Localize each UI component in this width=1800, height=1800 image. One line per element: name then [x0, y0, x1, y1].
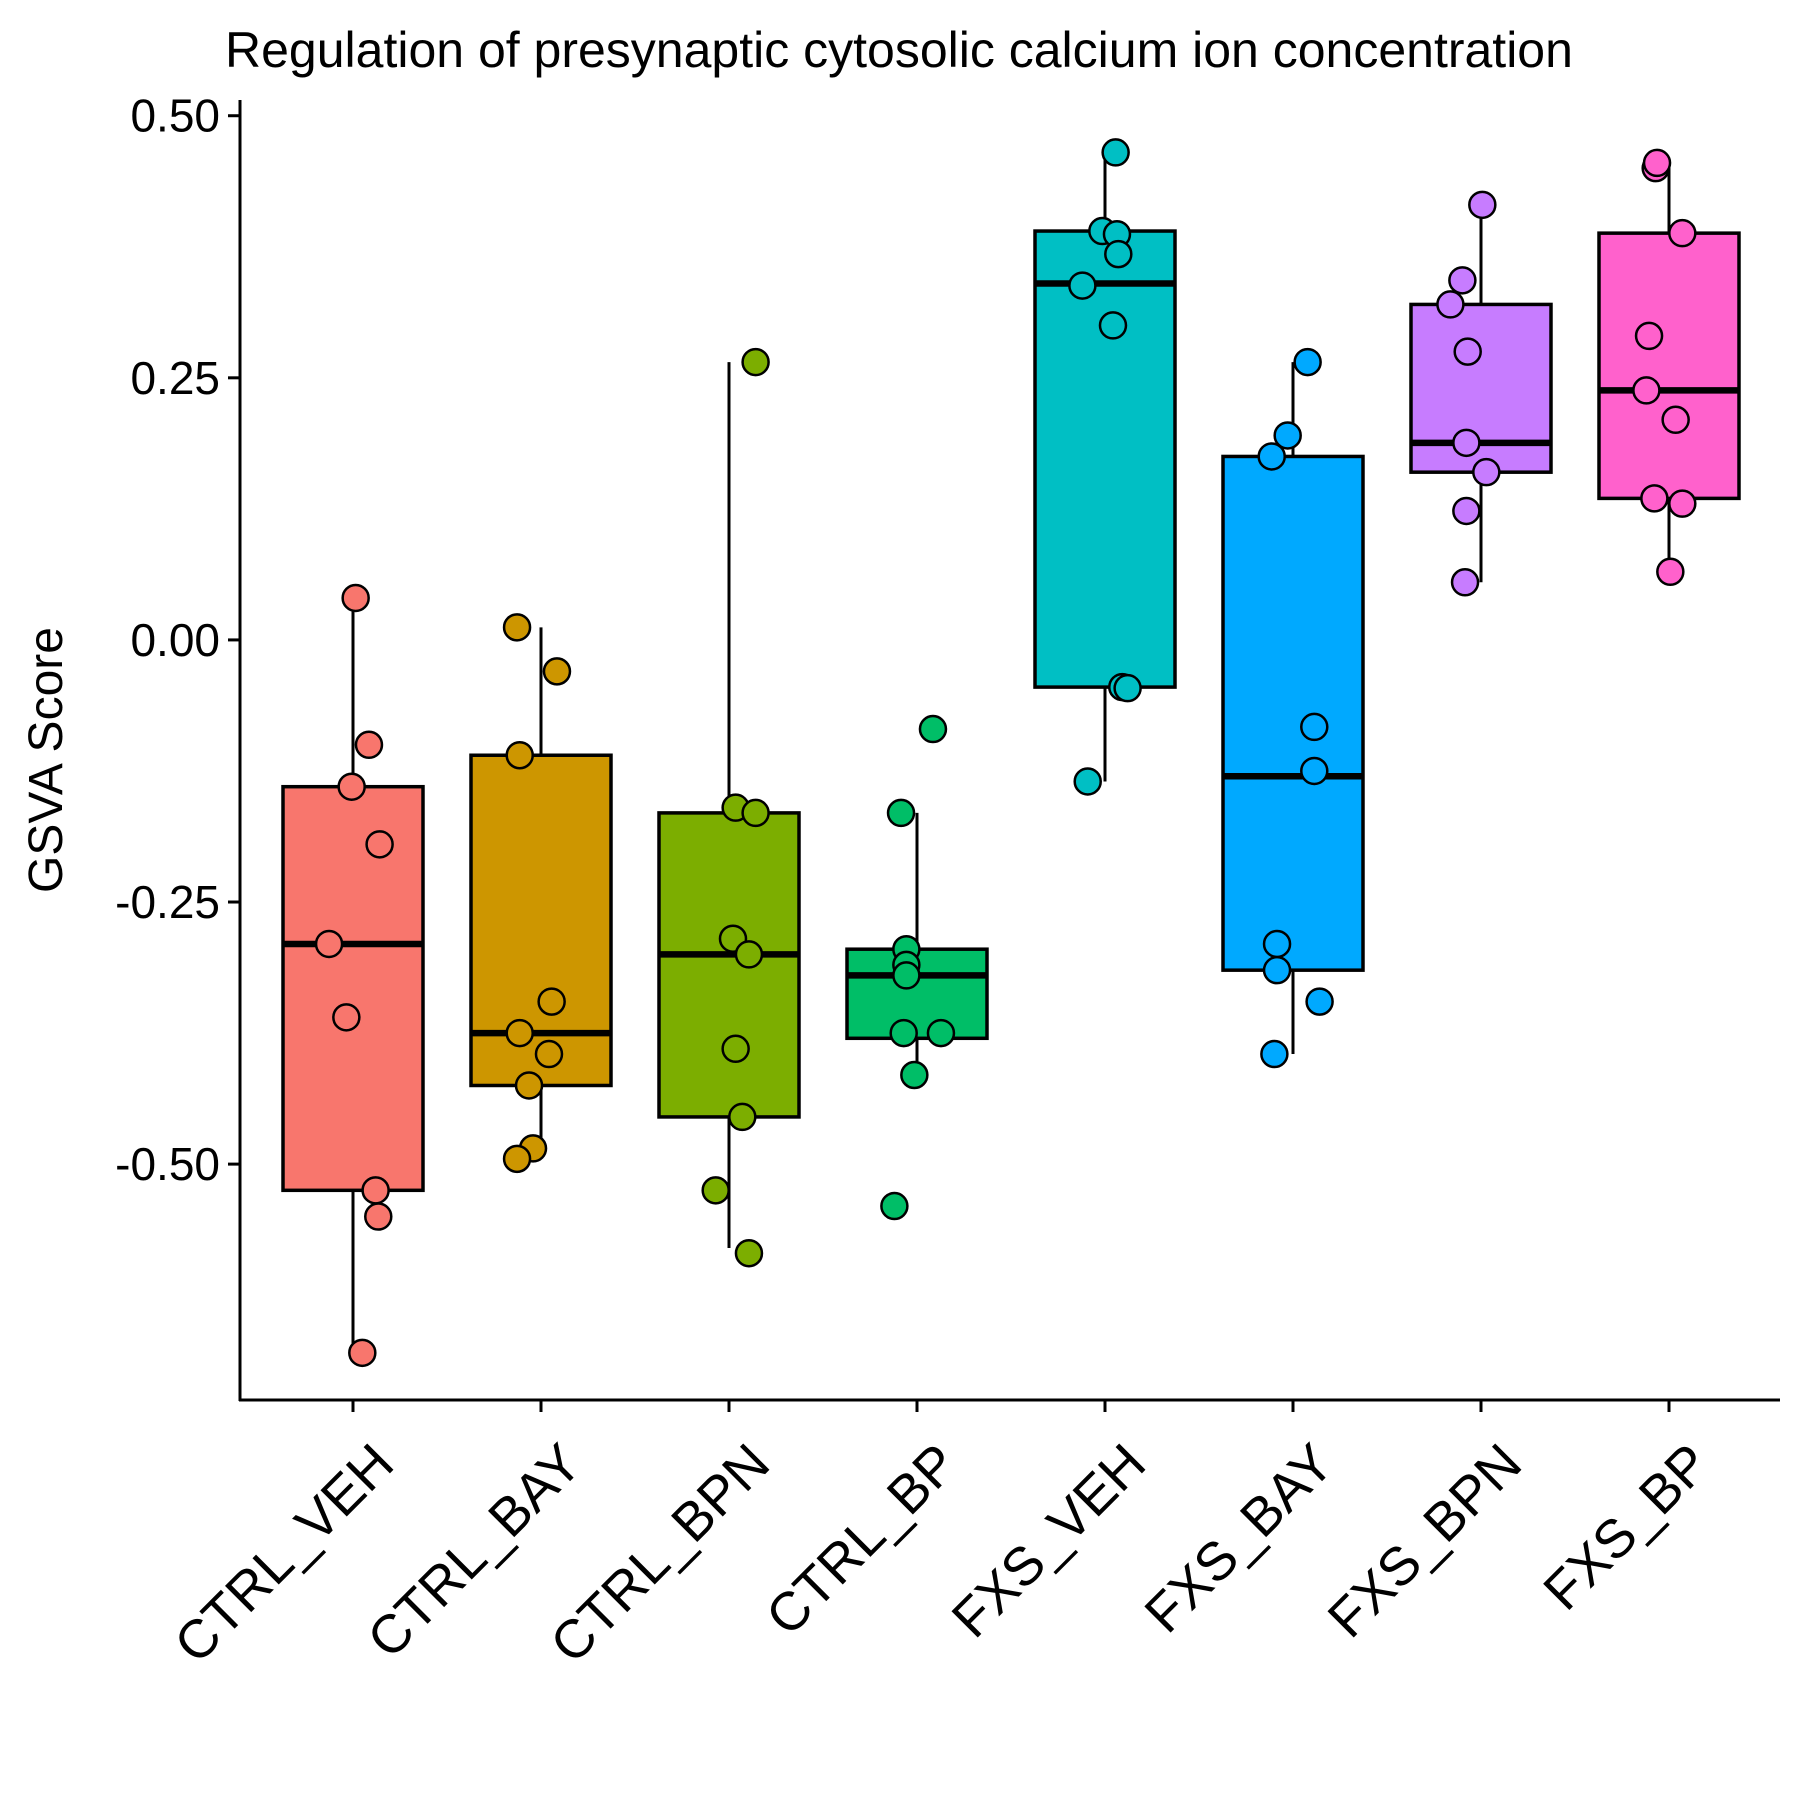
y-tick-label: 0.50	[130, 90, 220, 142]
data-point	[741, 798, 770, 828]
data-point	[1668, 489, 1697, 518]
data-point	[1640, 484, 1669, 513]
chart-title: Regulation of presynaptic cytosolic calc…	[225, 22, 1573, 78]
data-point	[361, 1176, 390, 1205]
data-point	[537, 987, 566, 1016]
data-point	[505, 1018, 534, 1048]
data-point	[1260, 1039, 1289, 1069]
data-point	[1452, 428, 1481, 458]
box-CTRL_BAY	[469, 627, 613, 1159]
data-point	[505, 740, 534, 770]
data-point	[502, 613, 532, 642]
y-axis: 0.50 0.25 0.00 -0.25 -0.50	[115, 90, 242, 1401]
data-point	[514, 1071, 544, 1100]
x-tick-label: FXS_BAY	[1134, 1433, 1346, 1645]
data-point	[1273, 421, 1302, 450]
box-CTRL_BPN	[657, 362, 801, 1248]
data-point	[886, 798, 916, 828]
data-point	[728, 1102, 757, 1132]
data-point	[889, 1018, 918, 1048]
y-tick-label: -0.25	[115, 876, 220, 928]
data-point	[741, 347, 770, 377]
data-point	[1305, 987, 1334, 1016]
data-point	[1113, 673, 1142, 703]
data-point	[364, 1202, 393, 1231]
data-point	[1262, 955, 1292, 985]
data-point	[1634, 321, 1664, 351]
data-point	[365, 830, 394, 859]
data-point	[701, 1176, 730, 1205]
y-tick-label: -0.50	[115, 1138, 220, 1190]
data-point	[1448, 266, 1477, 295]
data-point	[1101, 138, 1130, 167]
data-point	[1656, 557, 1685, 587]
data-point	[1104, 239, 1133, 269]
data-point	[1300, 756, 1329, 786]
x-axis: CTRL_VEHCTRL_BAYCTRL_BPNCTRL_BPFXS_VEHFX…	[163, 1398, 1780, 1675]
data-point	[354, 730, 384, 760]
box-body	[1221, 454, 1365, 972]
data-point	[1068, 271, 1097, 300]
box-FXS_VEH	[1033, 152, 1177, 782]
box-body	[281, 784, 425, 1193]
box-FXS_BAY	[1221, 362, 1365, 1055]
box-body	[1033, 229, 1177, 689]
box-FXS_BPN	[1409, 204, 1553, 583]
data-point	[892, 961, 921, 990]
data-point	[1436, 290, 1465, 319]
data-point	[1632, 376, 1661, 405]
data-point	[348, 1338, 377, 1368]
y-tick-label: 0.00	[130, 614, 220, 666]
data-point	[542, 657, 572, 686]
data-point	[1453, 337, 1482, 366]
data-point	[341, 583, 370, 613]
data-point	[337, 772, 366, 801]
data-point	[502, 1144, 532, 1174]
x-tick-label: FXS_BP	[1532, 1433, 1721, 1622]
data-point	[918, 714, 948, 744]
x-tick-label: FXS_BPN	[1317, 1433, 1533, 1649]
data-points	[314, 138, 1697, 1368]
data-point	[534, 1039, 564, 1069]
data-point	[1468, 190, 1497, 220]
data-point	[734, 940, 764, 969]
box-body	[1409, 302, 1553, 474]
data-point	[734, 1238, 764, 1268]
data-point	[926, 1018, 956, 1048]
data-point	[1073, 767, 1102, 796]
data-point	[1661, 405, 1690, 435]
box-body	[657, 811, 801, 1119]
data-point	[1300, 712, 1329, 742]
x-tick-label: FXS_VEH	[941, 1433, 1157, 1649]
data-point	[1257, 442, 1286, 471]
data-point	[721, 1034, 750, 1064]
data-point	[314, 929, 344, 959]
data-point	[1668, 218, 1697, 248]
y-tick-label: 0.25	[130, 352, 220, 404]
y-axis-title: GSVA Score	[20, 627, 73, 893]
boxes	[281, 152, 1741, 1353]
data-point	[1642, 148, 1672, 178]
box-CTRL_VEH	[281, 597, 425, 1353]
data-point	[1262, 929, 1292, 959]
data-point	[1450, 568, 1480, 597]
x-tick-label: CTRL_BP	[755, 1433, 969, 1647]
data-point	[1472, 457, 1501, 487]
box-FXS_BP	[1597, 162, 1741, 572]
data-point	[1452, 496, 1481, 526]
box-body	[1597, 231, 1741, 501]
data-point	[880, 1191, 909, 1221]
data-point	[900, 1060, 929, 1090]
data-point	[1098, 311, 1128, 340]
data-point	[1293, 347, 1322, 377]
data-point	[332, 1003, 361, 1032]
